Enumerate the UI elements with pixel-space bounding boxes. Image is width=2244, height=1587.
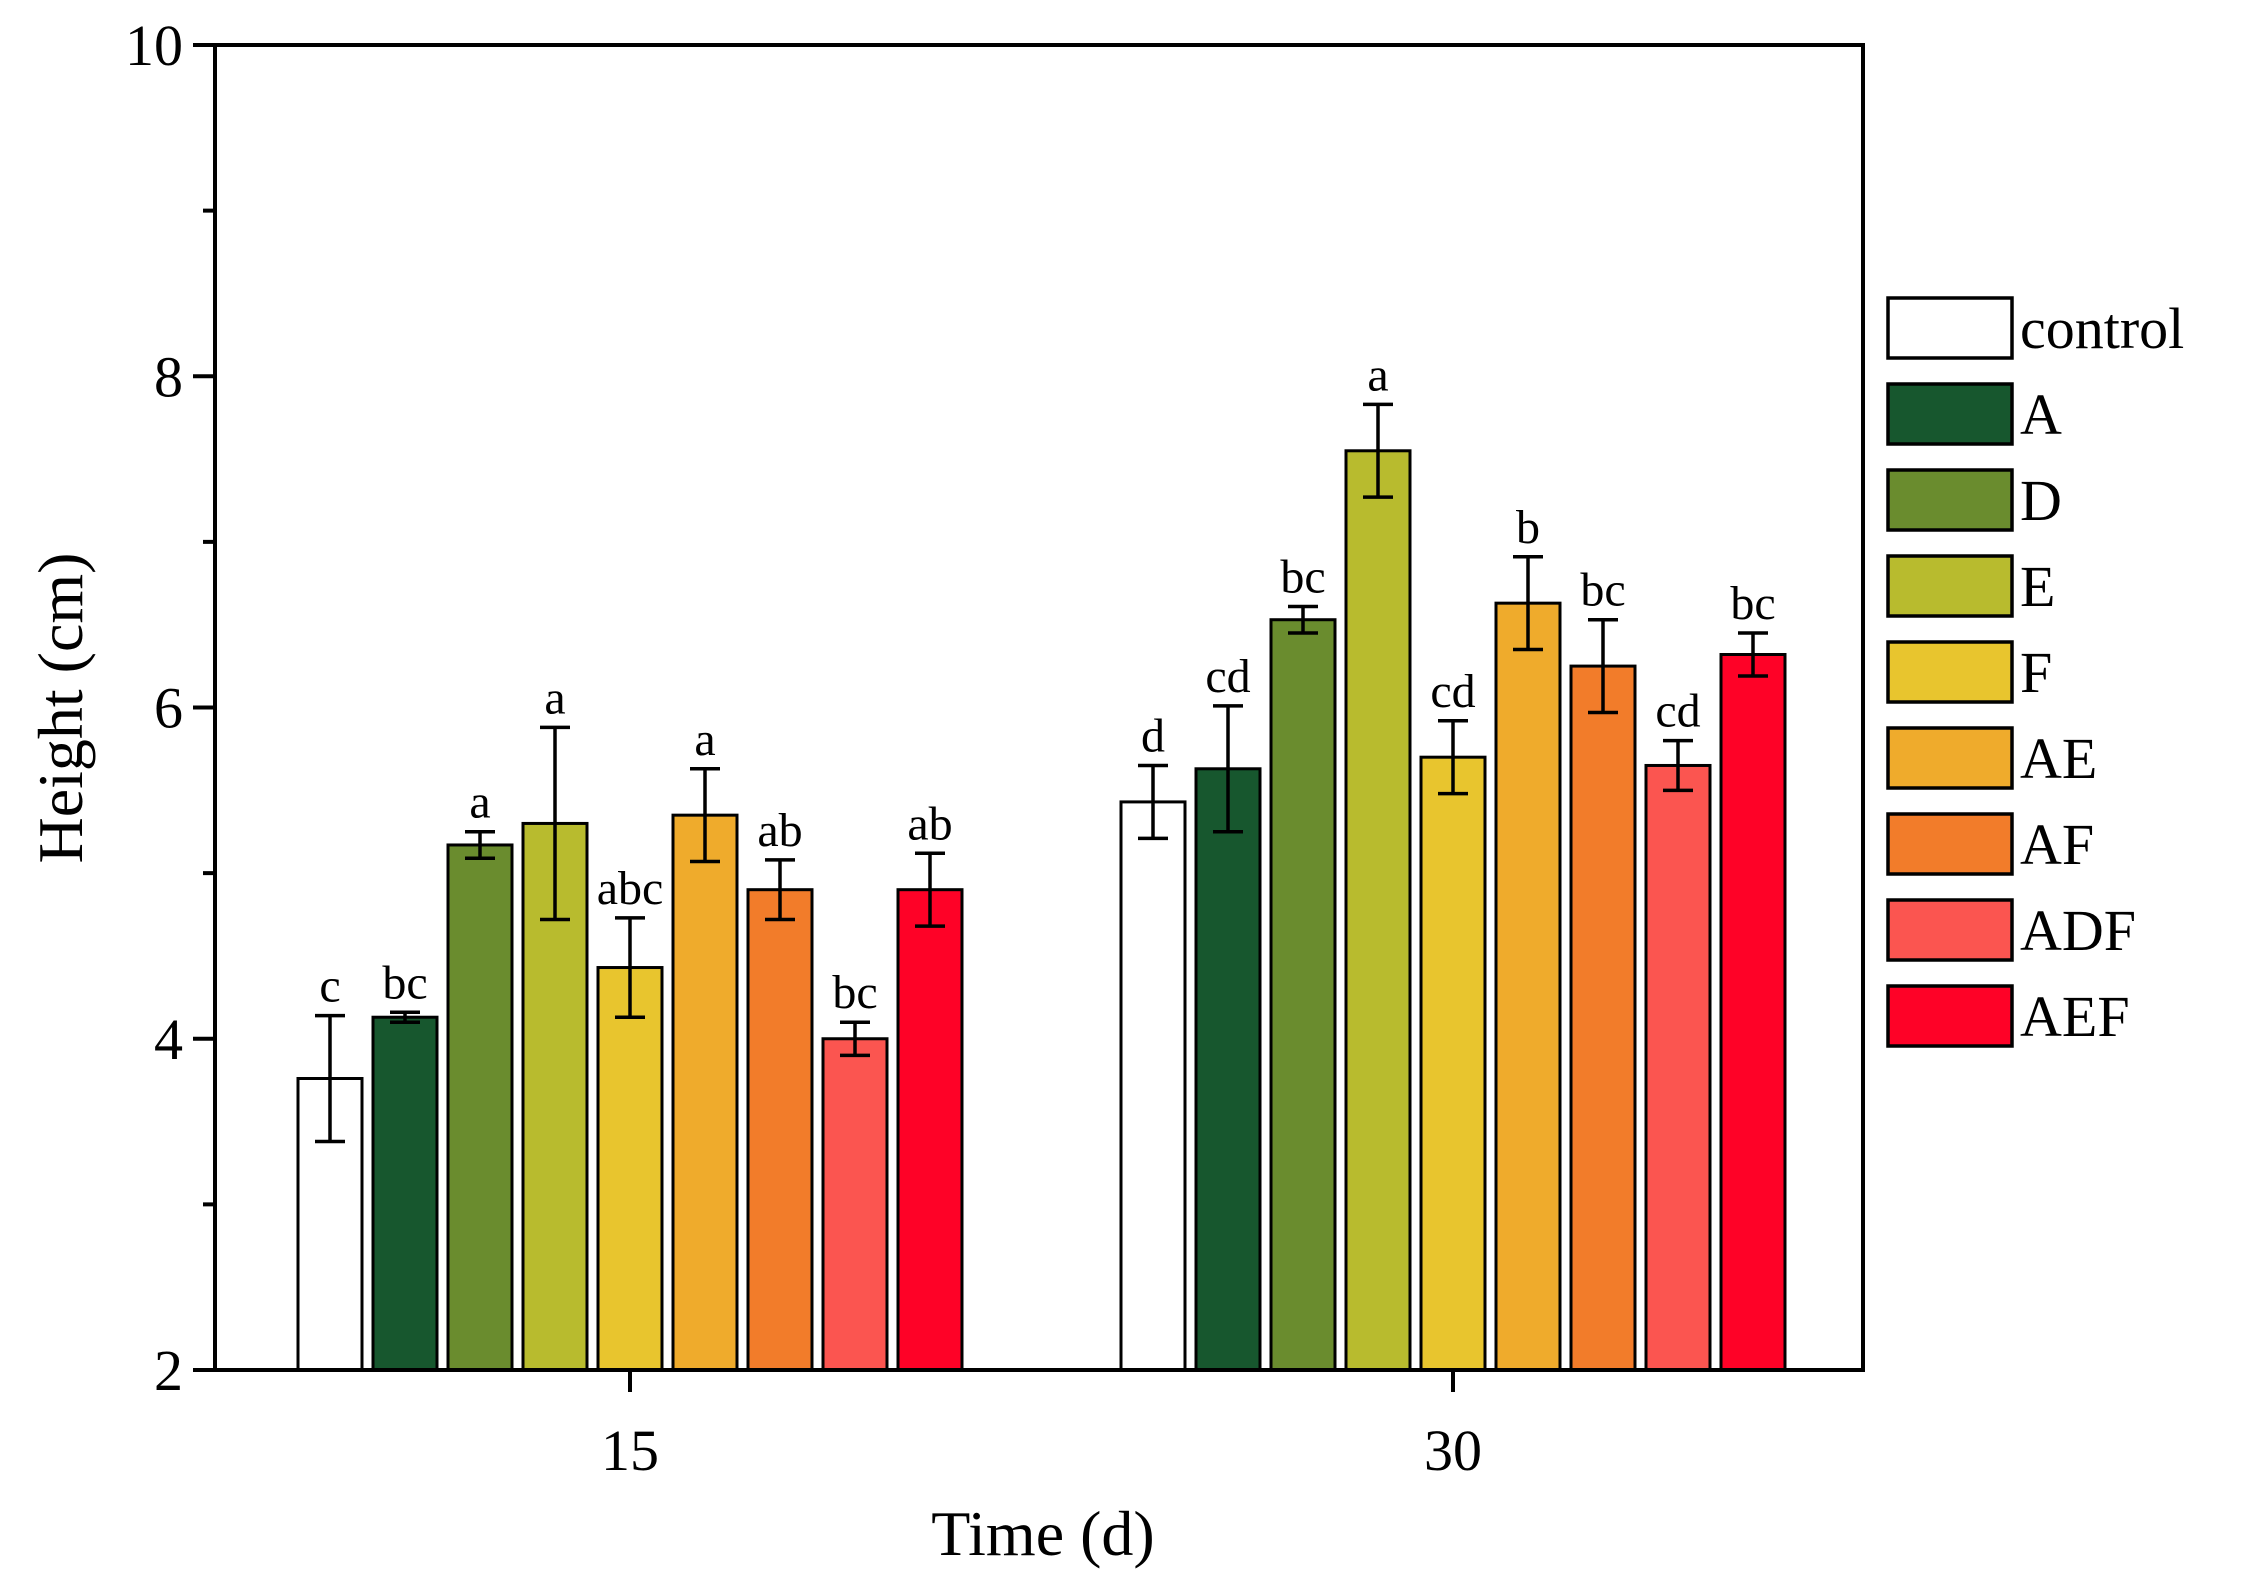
legend-item-ADF: ADF xyxy=(1886,898,2136,963)
legend-item-D: D xyxy=(1886,468,2062,533)
significance-label: ab xyxy=(907,797,952,850)
y-axis: 2 4 6 8 10 xyxy=(125,13,215,1403)
x-tick-label: 30 xyxy=(1424,1418,1482,1483)
legend-label: ADF xyxy=(2020,898,2136,963)
significance-label: bc xyxy=(1280,550,1325,603)
series-control: cd xyxy=(296,709,1187,1372)
bar xyxy=(896,888,964,1372)
x-tick-label: 15 xyxy=(601,1418,659,1483)
significance-label: c xyxy=(319,960,340,1013)
bar xyxy=(671,813,739,1372)
bar xyxy=(446,843,514,1372)
y-tick-label: 2 xyxy=(154,1338,183,1403)
legend-label: F xyxy=(2020,640,2052,705)
legend-item-A: A xyxy=(1886,382,2062,447)
significance-label: d xyxy=(1141,709,1165,762)
significance-label: bc xyxy=(832,966,877,1019)
legend-label: AEF xyxy=(2020,984,2130,1049)
y-axis-title: Height (cm) xyxy=(25,553,96,864)
legend-swatch xyxy=(1886,640,2014,704)
legend-label: control xyxy=(2020,296,2184,361)
legend-swatch xyxy=(1886,898,2014,962)
significance-label: a xyxy=(1367,348,1388,401)
legend-swatch xyxy=(1886,296,2014,360)
legend-swatch xyxy=(1886,984,2014,1048)
significance-label: ab xyxy=(757,804,802,857)
bar xyxy=(746,888,814,1372)
legend-item-AF: AF xyxy=(1886,812,2094,877)
bar xyxy=(1494,601,1562,1372)
bar xyxy=(1269,618,1337,1372)
series-AEF: ab bc xyxy=(896,577,1787,1372)
legend-label: E xyxy=(2020,554,2055,619)
bar xyxy=(1644,763,1712,1372)
significance-label: b xyxy=(1516,501,1540,554)
significance-label: bc xyxy=(382,956,427,1009)
legend-swatch xyxy=(1886,812,2014,876)
bar xyxy=(596,966,664,1372)
bar xyxy=(1419,755,1487,1372)
significance-label: cd xyxy=(1430,665,1475,718)
legend-label: AE xyxy=(2020,726,2097,791)
legend-swatch xyxy=(1886,726,2014,790)
legend-item-F: F xyxy=(1886,640,2052,705)
x-axis-title: Time (d) xyxy=(931,1498,1154,1569)
legend-swatch xyxy=(1886,382,2014,446)
legend-label: A xyxy=(2020,382,2062,447)
bar xyxy=(371,1015,439,1372)
legend-label: D xyxy=(2020,468,2062,533)
legend-swatch xyxy=(1886,468,2014,532)
legend-swatch xyxy=(1886,554,2014,618)
significance-label: cd xyxy=(1205,650,1250,703)
series-AE: ab xyxy=(671,501,1562,1372)
significance-label: bc xyxy=(1730,577,1775,630)
significance-label: bc xyxy=(1580,564,1625,617)
bar xyxy=(1719,653,1787,1372)
legend-item-E: E xyxy=(1886,554,2055,619)
series-D: a bc xyxy=(446,550,1337,1372)
series-AF: ab bc xyxy=(746,564,1637,1372)
significance-label: a xyxy=(469,776,490,829)
y-tick-label: 6 xyxy=(154,676,183,741)
bar xyxy=(1569,664,1637,1372)
bar xyxy=(821,1037,889,1372)
significance-label: cd xyxy=(1655,685,1700,738)
bar xyxy=(1344,449,1412,1372)
bar xyxy=(1194,767,1262,1372)
series-E: aa xyxy=(521,348,1412,1372)
y-tick-label: 10 xyxy=(125,13,183,78)
legend-item-AEF: AEF xyxy=(1886,984,2130,1049)
legend-item-control: control xyxy=(1886,296,2184,361)
y-tick-label: 4 xyxy=(154,1007,183,1072)
y-tick-label: 8 xyxy=(154,344,183,409)
significance-label: a xyxy=(694,713,715,766)
legend-item-AE: AE xyxy=(1886,726,2097,791)
bar xyxy=(1119,800,1187,1372)
series-A: bc cd xyxy=(371,650,1262,1372)
significance-label: abc xyxy=(597,862,664,915)
significance-label: a xyxy=(544,671,565,724)
legend-label: AF xyxy=(2020,812,2094,877)
x-axis: 15 30 xyxy=(601,1370,1482,1483)
